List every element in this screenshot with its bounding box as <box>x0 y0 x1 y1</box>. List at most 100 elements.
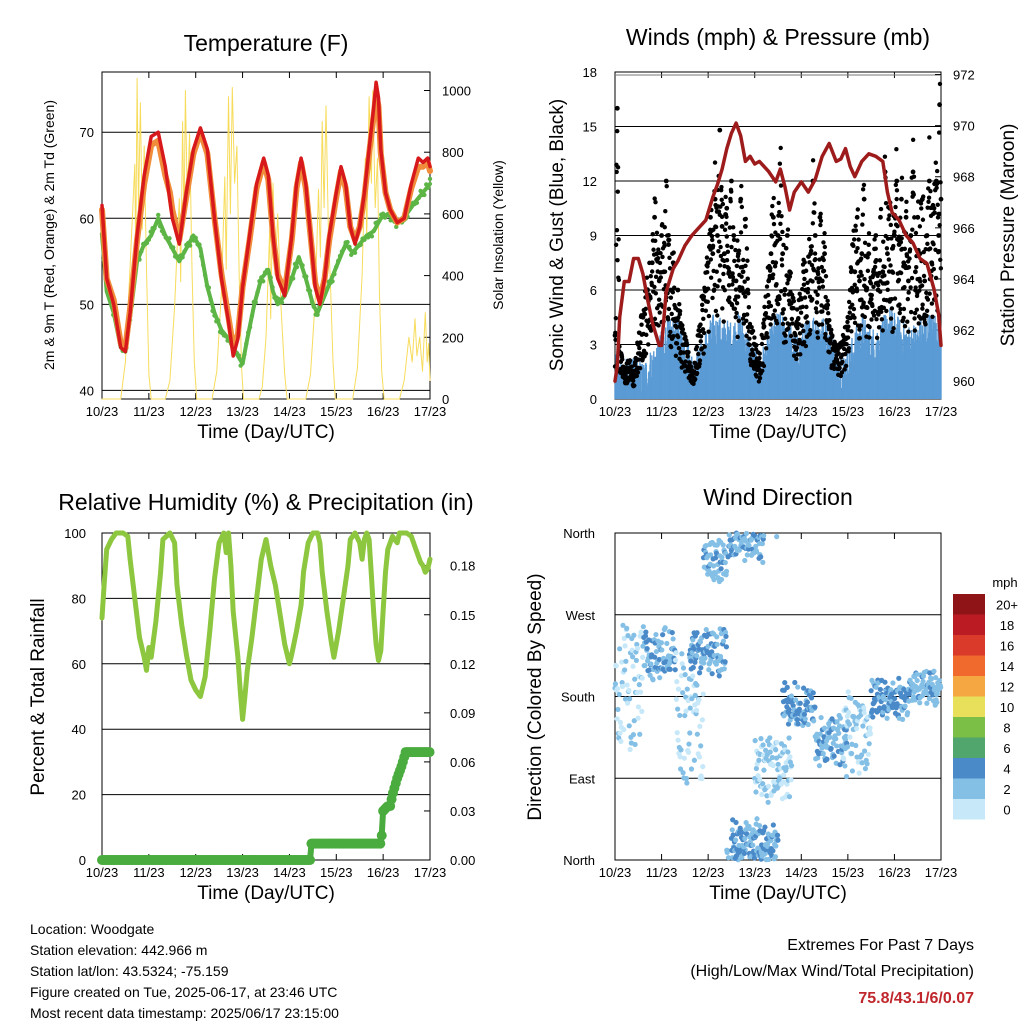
gust-point <box>898 270 904 276</box>
dewpoint-point <box>223 333 228 339</box>
colorbar-swatch <box>953 635 985 656</box>
gust-point <box>894 196 899 202</box>
wind-direction-point <box>680 665 687 671</box>
wind-direction-point <box>622 667 628 673</box>
total-rainfall-point <box>375 838 386 849</box>
gust-point <box>715 233 720 238</box>
wind-direction-point <box>769 754 775 761</box>
wind-direction-point <box>810 690 816 696</box>
wind-direction-point <box>745 546 752 552</box>
gust-point <box>731 237 737 243</box>
gust-point <box>642 312 648 317</box>
gust-point <box>846 324 851 329</box>
wind-direction-point <box>636 682 642 688</box>
wind-direction-point <box>736 547 742 553</box>
gust-point <box>675 287 681 293</box>
temperature-chart: 10/23 11/23 12/23 13/23 14/23 15/23 16/23 17/23… <box>41 30 506 443</box>
gust-point <box>790 321 795 326</box>
gust-point <box>853 223 858 229</box>
gust-point <box>736 294 741 299</box>
temp-xtick-label: 17/23 <box>414 404 447 419</box>
dewpoint-point <box>236 353 242 358</box>
gust-point <box>823 331 828 337</box>
wind-direction-point <box>720 638 727 644</box>
wind-direction-point <box>659 647 665 653</box>
gust-point <box>795 326 800 331</box>
wind-direction-point <box>696 697 702 703</box>
wind-direction-point <box>689 696 695 702</box>
dewpoint-point <box>225 338 230 343</box>
relative-humidity-line <box>99 530 433 722</box>
wind-direction-point <box>624 625 630 631</box>
wind-direction-point <box>742 835 748 842</box>
gust-point <box>637 365 643 371</box>
gust-point <box>802 276 807 282</box>
wind-direction-point <box>638 629 644 635</box>
dewpoint-point <box>330 279 335 284</box>
wind-direction-point <box>710 563 717 569</box>
wind-direction-point <box>741 850 748 857</box>
dewpoint-point <box>257 279 262 284</box>
wind-direction-point <box>622 696 629 702</box>
wind-dir-ytick-label: West <box>566 608 596 623</box>
gust-point <box>768 322 773 327</box>
gust-point <box>858 256 864 261</box>
gust-point <box>722 227 728 233</box>
gust-point <box>702 344 707 349</box>
wind-direction-point <box>680 770 686 776</box>
wind-direction-point <box>648 661 654 667</box>
gust-point <box>802 295 808 300</box>
dewpoint-point <box>418 188 423 194</box>
gust-point <box>867 335 872 340</box>
gust-point <box>823 274 829 279</box>
gust-point <box>643 351 649 356</box>
gust-point <box>680 323 685 328</box>
gust-point <box>782 286 788 292</box>
gust-point <box>859 273 864 278</box>
colorbar-swatch <box>953 676 985 697</box>
colorbar-label: 14 <box>1000 659 1014 674</box>
gust-point <box>805 280 810 285</box>
wind-dir-xtick-label: 12/23 <box>692 865 725 880</box>
gust-point <box>712 160 718 165</box>
wind-dir-xtick-label: 15/23 <box>832 865 865 880</box>
gust-point <box>771 195 776 201</box>
gust-point <box>708 257 714 262</box>
gust-point <box>866 251 871 256</box>
humidity-ytick-label: 100 <box>64 526 86 541</box>
gust-point <box>668 344 674 350</box>
wind-direction-point <box>694 630 700 636</box>
wind-dir-ytick-label: North <box>563 526 595 541</box>
gust-point <box>653 200 658 205</box>
gust-point <box>893 182 899 188</box>
dewpoint-point <box>345 239 350 245</box>
wind-direction-point <box>775 761 781 767</box>
gust-point <box>730 282 735 287</box>
temp-xtick-label: 11/23 <box>133 404 165 419</box>
wind-direction-point <box>902 703 908 709</box>
gust-point <box>872 237 877 242</box>
gust-point <box>781 307 786 312</box>
dewpoint-point <box>249 313 255 319</box>
gust-point <box>934 185 939 191</box>
gust-point <box>874 257 879 263</box>
wind-direction-point <box>614 686 621 692</box>
gust-point <box>851 237 857 242</box>
gust-point <box>660 222 665 227</box>
wind-direction-point <box>750 827 756 833</box>
gust-point <box>772 308 778 313</box>
gust-point <box>872 308 878 314</box>
gust-point <box>634 373 639 379</box>
gust-point <box>818 222 823 228</box>
gust-point <box>846 299 852 305</box>
gust-point <box>761 325 766 330</box>
gust-point <box>924 290 929 296</box>
gust-point <box>813 257 818 262</box>
total-rainfall-point <box>305 855 316 865</box>
gust-point <box>807 331 812 337</box>
wind-direction-point <box>848 750 855 757</box>
elevation-text: Station elevation: 442.966 m <box>30 942 208 958</box>
gust-point <box>818 218 824 223</box>
gust-point <box>710 243 716 249</box>
gust-point <box>852 315 857 320</box>
